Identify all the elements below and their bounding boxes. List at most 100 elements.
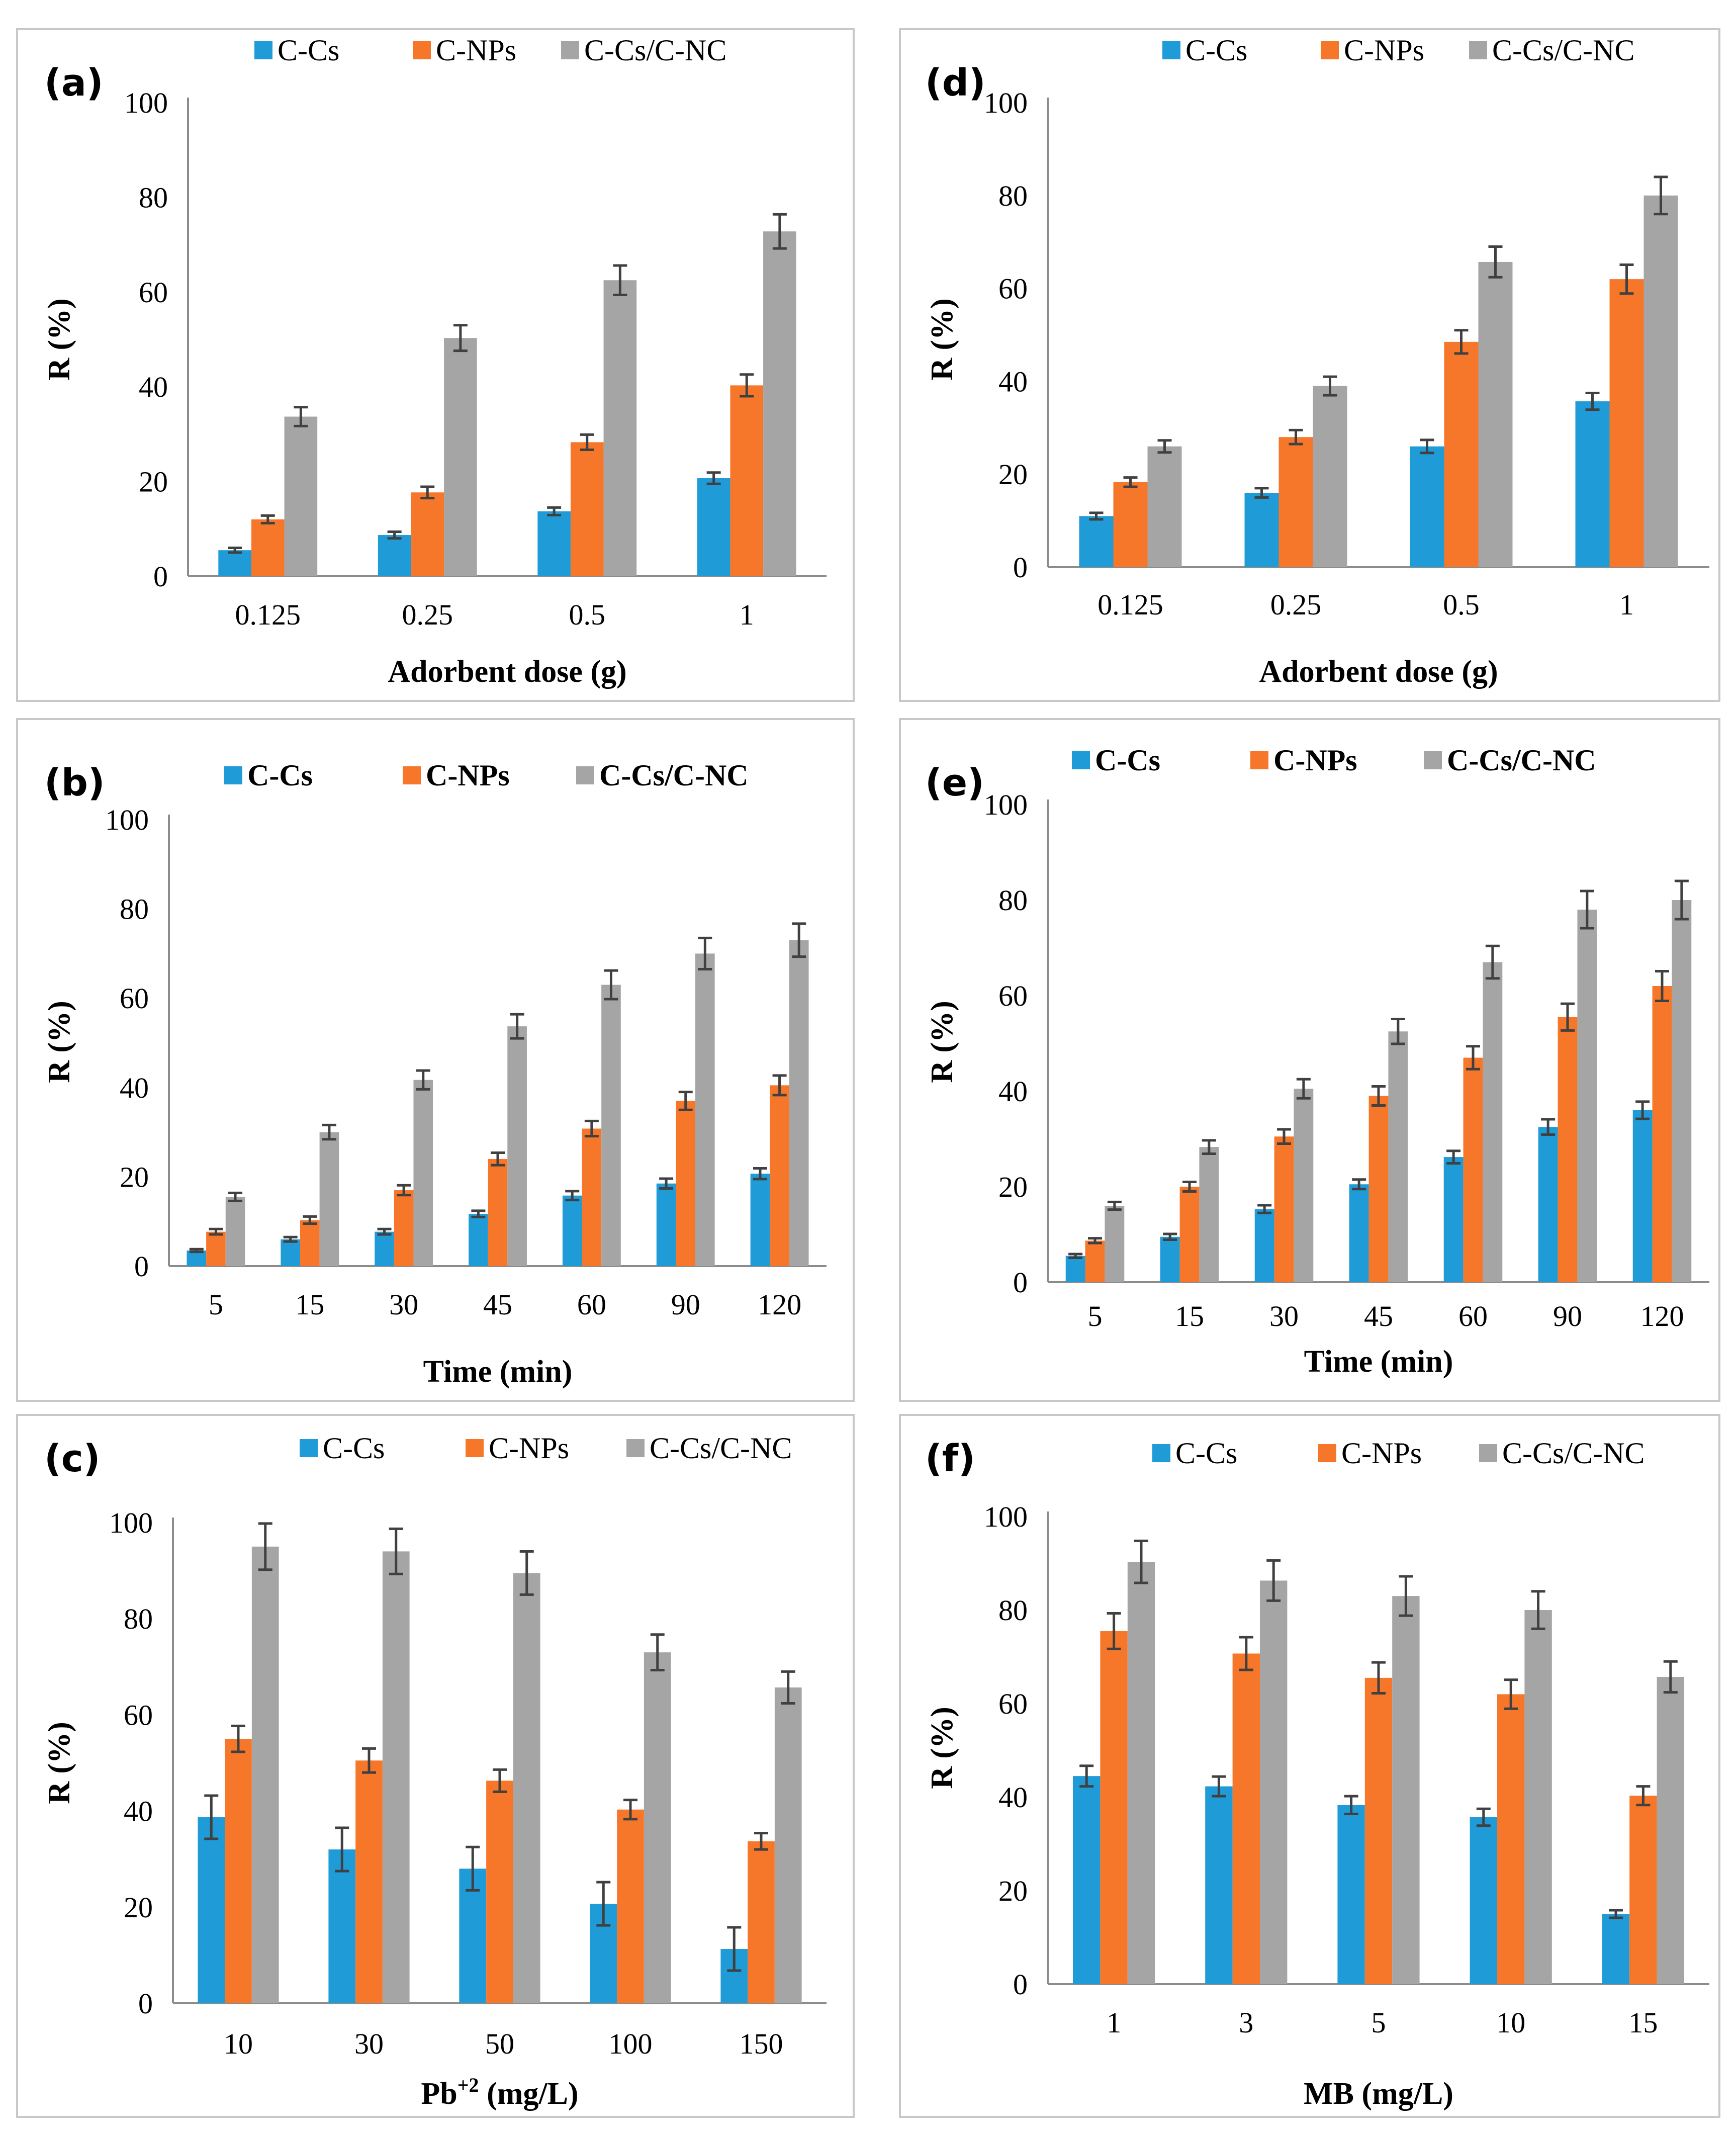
error-bar bbox=[397, 1184, 411, 1197]
panel-a: (a) 0 20 40 60 80 100 R (%) Adorbent dose (g) 0.1… bbox=[16, 28, 855, 702]
bar-c-cs-5 bbox=[187, 1250, 207, 1266]
legend-swatch bbox=[413, 41, 431, 59]
error-bar bbox=[416, 1069, 430, 1091]
y-tick-label: 80 bbox=[139, 181, 168, 214]
bar-c-cs-60 bbox=[562, 1195, 582, 1266]
panel-label: (d) bbox=[925, 61, 986, 105]
error-bar bbox=[1182, 1181, 1197, 1193]
bar-c-nps-120 bbox=[1652, 986, 1672, 1282]
legend-label: C-NPs bbox=[1344, 34, 1424, 67]
x-tick-label: 30 bbox=[389, 1288, 418, 1321]
x-tick-label: 15 bbox=[295, 1288, 324, 1321]
bar-c-cs-c-nc-45 bbox=[507, 1026, 527, 1266]
bar-c-nps-10 bbox=[1497, 1694, 1525, 1984]
bar-c-cs-c-nc-15 bbox=[319, 1132, 339, 1266]
x-tick-label: 0.125 bbox=[235, 598, 301, 631]
error-bar bbox=[659, 1177, 674, 1190]
y-tick-label: 80 bbox=[998, 180, 1028, 212]
bar-c-cs-0_5 bbox=[537, 511, 571, 576]
bar-c-cs-5 bbox=[1065, 1256, 1085, 1282]
y-tick-label: 80 bbox=[998, 1594, 1028, 1627]
bar-c-nps-5 bbox=[1364, 1677, 1393, 1984]
legend-swatch bbox=[1162, 41, 1180, 59]
legend-label: C-NPs bbox=[426, 759, 510, 792]
bar-c-cs-60 bbox=[1443, 1157, 1464, 1282]
error-bar bbox=[1420, 438, 1434, 455]
x-tick-label: 0.5 bbox=[1443, 588, 1480, 621]
y-tick-label: 0 bbox=[138, 1987, 153, 2020]
error-bar bbox=[1485, 944, 1500, 980]
bar-c-nps-45 bbox=[1368, 1096, 1389, 1282]
x-tick-label: 45 bbox=[483, 1288, 512, 1321]
bar-c-cs-c-nc-1 bbox=[1643, 195, 1678, 567]
y-axis-title: R (%) bbox=[925, 1001, 959, 1083]
legend-label: C-Cs bbox=[1185, 34, 1247, 67]
x-axis-title: Time (min) bbox=[423, 1355, 573, 1389]
error-bar bbox=[1391, 1018, 1405, 1045]
error-bar bbox=[706, 471, 721, 485]
error-bar bbox=[1239, 1636, 1253, 1671]
error-bar bbox=[596, 1881, 611, 1927]
x-tick-label: 60 bbox=[1458, 1300, 1488, 1332]
y-tick-label: 60 bbox=[998, 273, 1028, 305]
x-axis-title: Pb+2 (mg/L) bbox=[421, 2074, 578, 2111]
legend-label: C-Cs/C-NC bbox=[1492, 34, 1634, 67]
error-bar bbox=[727, 1926, 742, 1972]
y-tick-label: 0 bbox=[1013, 1266, 1028, 1299]
bar-c-nps-30 bbox=[355, 1760, 383, 2003]
x-tick-label: 10 bbox=[224, 2027, 253, 2060]
error-bar bbox=[1134, 1539, 1148, 1584]
bar-c-cs-5 bbox=[1337, 1805, 1365, 1984]
error-bar bbox=[792, 922, 806, 958]
x-tick-label: 10 bbox=[1496, 2006, 1525, 2039]
legend-swatch bbox=[466, 1439, 484, 1457]
error-bar bbox=[1636, 1785, 1651, 1807]
error-bar bbox=[1663, 1660, 1678, 1694]
bar-c-cs-c-nc-0_125 bbox=[284, 416, 318, 576]
error-bar bbox=[1585, 392, 1600, 411]
bar-c-nps-1 bbox=[1609, 279, 1644, 567]
legend-label: C-Cs bbox=[323, 1432, 385, 1465]
bar-c-cs-c-nc-1 bbox=[763, 231, 796, 576]
error-bar bbox=[1089, 511, 1104, 521]
bar-c-cs-c-nc-5 bbox=[1105, 1206, 1125, 1282]
bar-c-cs-c-nc-0_25 bbox=[444, 338, 477, 576]
error-bar bbox=[613, 264, 627, 296]
bar-c-cs-120 bbox=[1632, 1110, 1653, 1282]
bar-c-nps-50 bbox=[486, 1781, 513, 2003]
y-tick-label: 20 bbox=[139, 466, 168, 498]
x-axis-title-main: Pb bbox=[421, 2077, 457, 2111]
bar-c-nps-0_25 bbox=[1278, 437, 1313, 567]
legend-swatch bbox=[403, 766, 421, 784]
panel-d: (d) 0 20 40 60 80 100 R (%) Adorbent dose (g) 0.1… bbox=[899, 28, 1720, 702]
error-bar bbox=[781, 1670, 795, 1705]
error-bar bbox=[1266, 1559, 1281, 1602]
y-tick-label: 100 bbox=[109, 1506, 153, 1539]
x-tick-label: 30 bbox=[1269, 1300, 1299, 1332]
error-bar bbox=[453, 324, 468, 352]
error-bar bbox=[547, 506, 562, 516]
x-tick-label: 0.25 bbox=[402, 598, 453, 631]
bar-c-nps-0_125 bbox=[251, 519, 285, 576]
bar-c-cs-c-nc-5 bbox=[1392, 1596, 1420, 1984]
error-bar bbox=[1399, 1575, 1413, 1617]
y-tick-label: 100 bbox=[984, 86, 1028, 119]
y-tick-label: 60 bbox=[120, 982, 149, 1015]
bar-c-cs-c-nc-50 bbox=[513, 1573, 540, 2003]
chart-c: (c) 0 20 40 60 80 100 R (%) Pb+2 (mg/L) 10 30 50 100… bbox=[42, 1432, 827, 2111]
bar-c-cs-c-nc-1 bbox=[1127, 1562, 1155, 1984]
chart-f: (f) 0 20 40 60 80 100 R (%) MB (mg/L) 1 3 5 10 15 C-Cs… bbox=[925, 1437, 1709, 2111]
error-bar bbox=[1466, 1045, 1480, 1071]
legend-label: C-Cs/C-NC bbox=[584, 34, 726, 67]
error-bar bbox=[387, 530, 402, 540]
bar-c-nps-3 bbox=[1232, 1653, 1260, 1984]
bar-c-nps-60 bbox=[582, 1128, 602, 1266]
panel-f: (f) 0 20 40 60 80 100 R (%) MB (mg/L) 1 3 5 10 15 C-Cs… bbox=[899, 1414, 1720, 2118]
bar-c-cs-120 bbox=[750, 1174, 770, 1266]
bar-c-cs-30 bbox=[1254, 1209, 1274, 1282]
legend-swatch bbox=[1469, 41, 1487, 59]
error-bar bbox=[1289, 428, 1303, 446]
y-tick-label: 40 bbox=[120, 1072, 149, 1104]
error-bar bbox=[1619, 263, 1634, 295]
error-bar bbox=[1296, 1078, 1311, 1100]
